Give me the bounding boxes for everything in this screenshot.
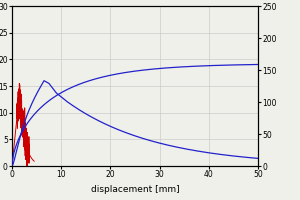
X-axis label: displacement [mm]: displacement [mm] (91, 185, 179, 194)
